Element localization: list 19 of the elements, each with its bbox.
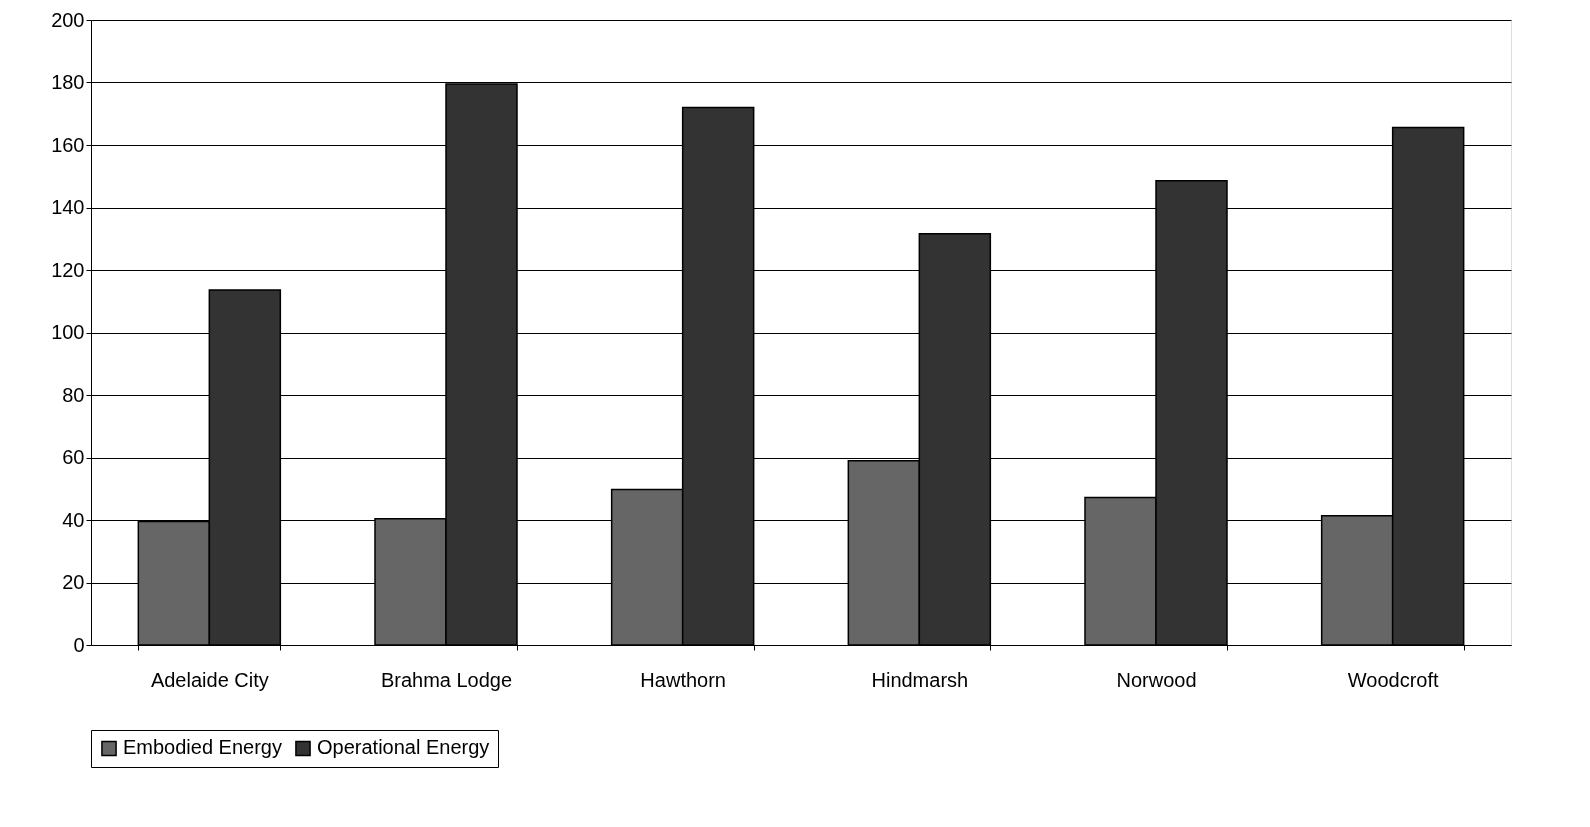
y-tick-label: 80 xyxy=(62,383,85,406)
x-tick-label: Woodcroft xyxy=(1347,668,1439,691)
x-tick-label: Brahma Lodge xyxy=(380,668,513,691)
y-tick-label: 60 xyxy=(62,446,85,468)
y-tick-label: 140 xyxy=(51,196,85,218)
y-tick-label: 0 xyxy=(73,633,85,656)
x-tick-label: Hindmarsh xyxy=(871,668,969,691)
y-tick-label: 160 xyxy=(51,133,85,156)
y-tick-label: 100 xyxy=(51,321,85,343)
y-tick-label: 180 xyxy=(51,71,85,93)
x-tick-label: Norwood xyxy=(1116,668,1197,691)
y-tick-label: 120 xyxy=(51,258,85,281)
legend-label: Embodied Energy xyxy=(123,736,282,759)
x-tick-label: Hawthorn xyxy=(640,668,726,691)
y-tick-label: 40 xyxy=(62,508,85,531)
y-tick-label: 20 xyxy=(62,571,85,593)
x-tick-label: Adelaide City xyxy=(150,668,269,691)
legend-label: Operational Energy xyxy=(317,736,490,759)
y-tick-label: 200 xyxy=(51,8,85,31)
